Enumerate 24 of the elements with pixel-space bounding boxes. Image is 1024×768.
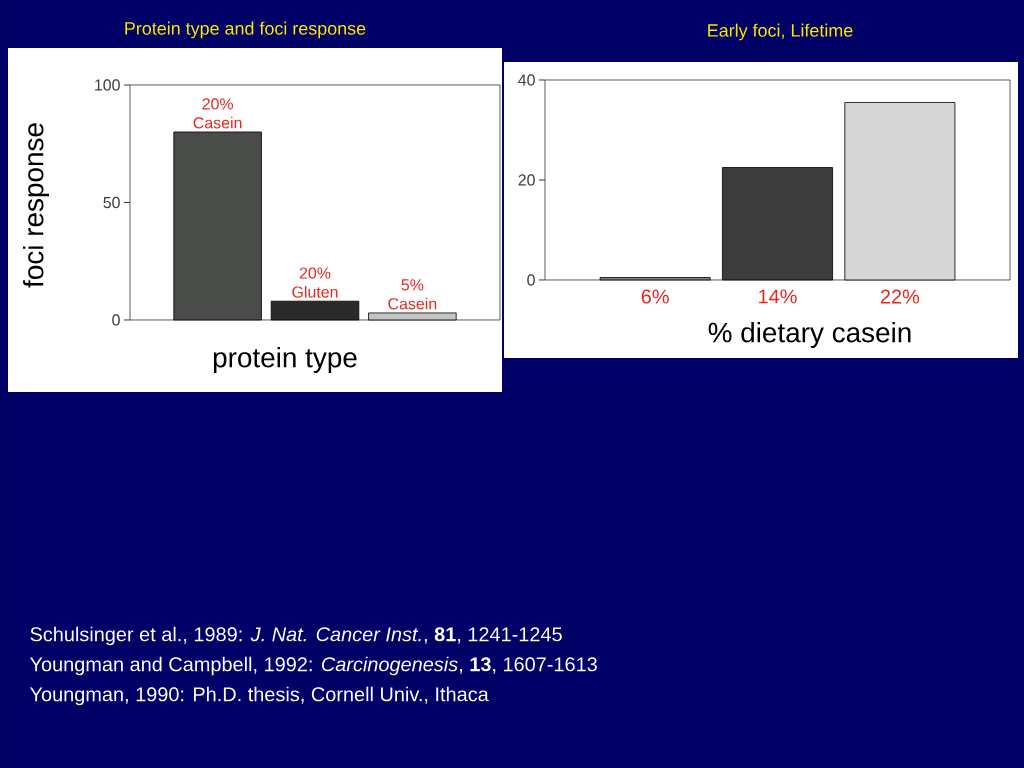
text: Youngman and Campbell, 1992: Carcinogenesis, 13, 1607-1613 [29,656,597,676]
y-tick-label: 0 [112,314,120,326]
chart-title: Protein type and foci response [125,21,366,39]
y-axis-title: foci response [23,123,49,288]
y-tick-label: 50 [103,196,120,209]
bar [173,131,262,321]
x-tick-label: 5% Casein [388,279,437,310]
text: Youngman, 1990: Ph.D. thesis, Cornell Univ., Ithaca [29,686,489,706]
bar [599,277,711,281]
x-tick-label: 22% [880,289,920,304]
x-tick-label: 14% [759,289,797,304]
x-tick-label: 20% Casein [193,98,242,129]
y-tick-label: 100 [95,79,120,91]
y-tick-label: 0 [527,274,535,286]
bar [368,312,457,321]
x-tick-label: 6% [641,289,669,304]
bar [844,102,956,281]
y-tick-label: 20 [518,174,535,186]
text: Schulsinger et al., 1989: J. Nat. Cancer Inst., 81, 1241-1245 [30,626,562,646]
x-tick-label: 20% Gluten [292,267,338,298]
x-axis-title: protein type [213,346,357,373]
y-tick-label: 40 [518,74,535,86]
x-axis-title: % dietary casein [708,321,911,348]
chart-title: Early foci, Lifetime [708,23,853,41]
